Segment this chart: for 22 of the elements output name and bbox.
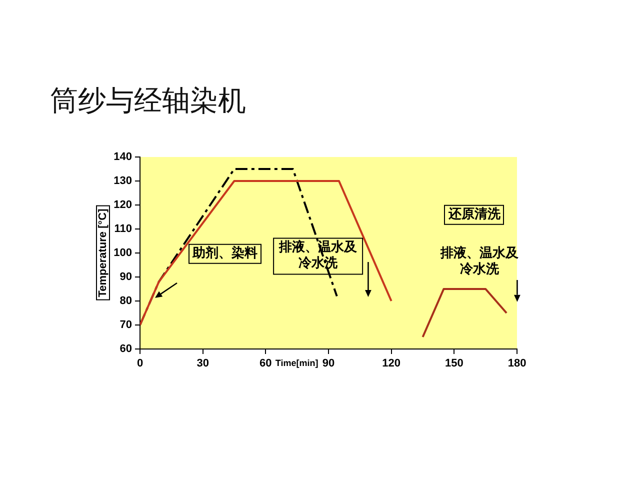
y-tick-label: 100 <box>114 247 132 260</box>
y-tick-label: 60 <box>120 343 132 356</box>
x-tick-label: 90 <box>322 358 335 370</box>
x-tick-label: 60 <box>260 358 272 370</box>
x-tick-label: 180 <box>508 358 526 370</box>
annotation: 助剂、染料 <box>188 244 262 264</box>
x-tick-label: 0 <box>136 358 144 370</box>
x-tick-label: 30 <box>196 358 209 370</box>
y-tick-label: 80 <box>120 295 132 308</box>
x-tick-label: 150 <box>444 358 464 370</box>
chart-title: 筒纱与经轴染机 <box>50 84 246 118</box>
y-axis-title: Temperature [°C] <box>96 206 110 300</box>
y-tick-label: 90 <box>120 271 132 284</box>
y-tick-label: 110 <box>114 223 132 236</box>
y-tick-label: 130 <box>114 175 132 188</box>
y-tick-label: 140 <box>114 151 132 164</box>
x-axis-title: Time[min] <box>275 358 318 368</box>
annotation: 还原清洗 <box>444 204 504 226</box>
y-tick-label: 70 <box>120 319 132 332</box>
annotation: 排液、温水及冷水洗 <box>439 244 520 280</box>
x-tick-label: 120 <box>382 358 401 370</box>
y-tick-label: 120 <box>114 199 132 212</box>
